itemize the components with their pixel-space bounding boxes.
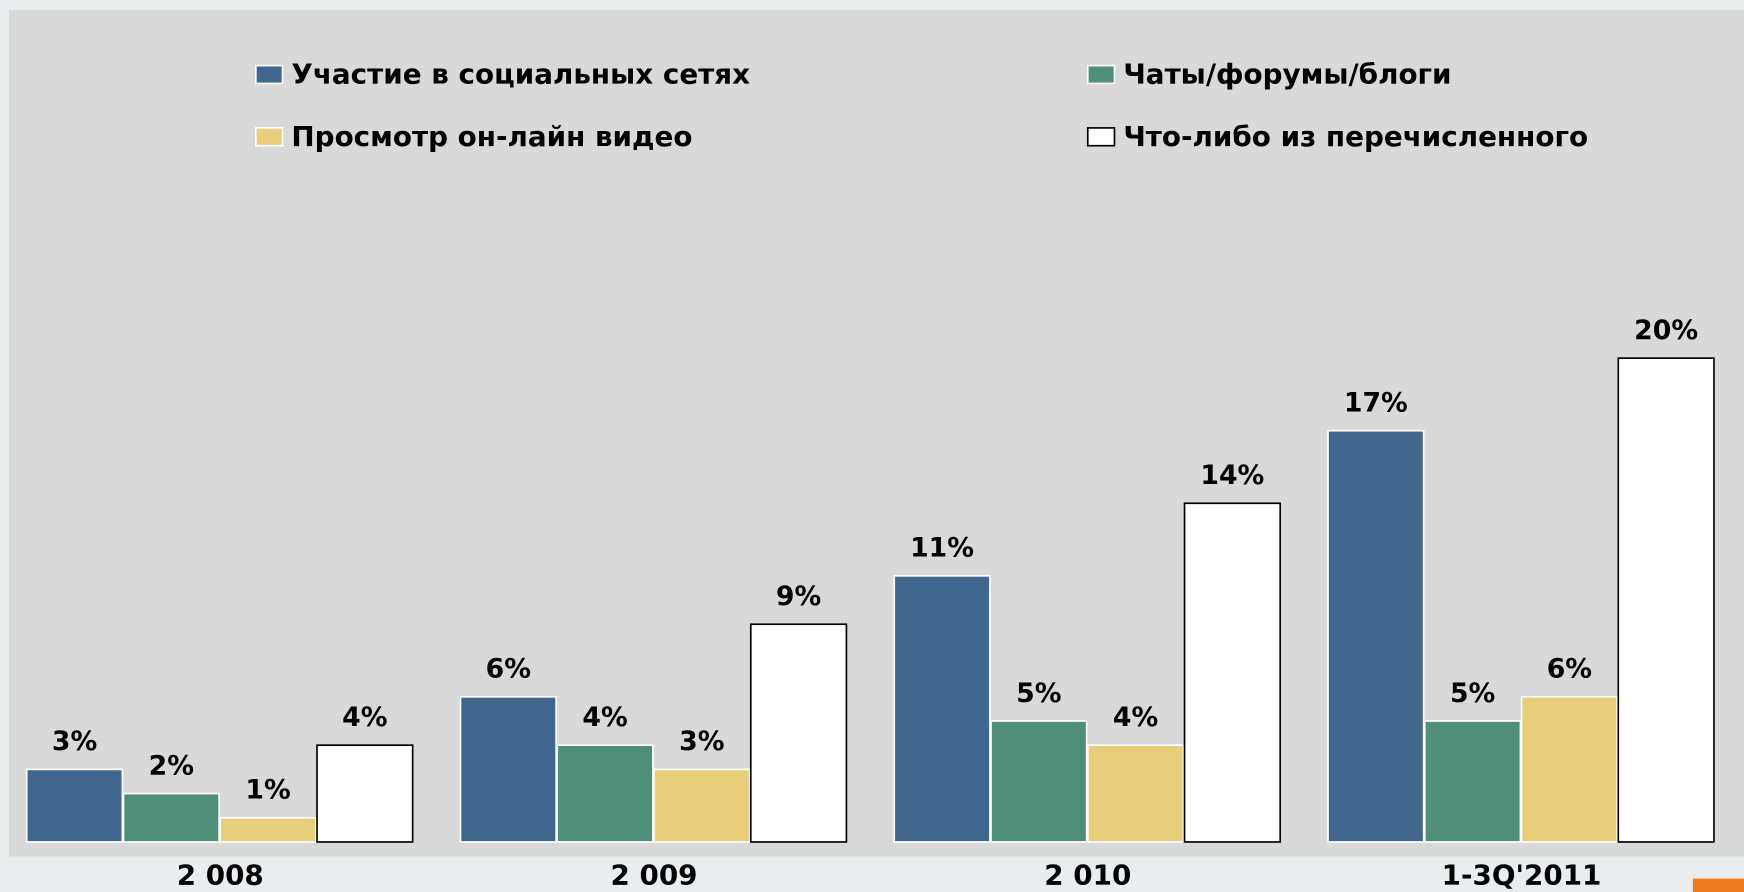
- data-label: 4%: [582, 702, 627, 733]
- bar: [219, 816, 317, 843]
- x-tick-label: 2 008: [177, 858, 264, 891]
- corner-accent: [1692, 878, 1744, 892]
- bar: [990, 720, 1088, 843]
- legend-label: Участие в социальных сетях: [291, 58, 750, 91]
- bar: [556, 744, 654, 843]
- bar: [749, 623, 848, 843]
- data-label: 4%: [342, 702, 387, 733]
- data-label: 11%: [910, 533, 974, 564]
- data-label: 20%: [1634, 315, 1698, 346]
- bar: [1520, 695, 1619, 843]
- legend-label: Чаты/форумы/блоги: [1123, 58, 1451, 91]
- bar: [653, 768, 751, 843]
- legend-swatch: [1086, 127, 1116, 147]
- data-label: 2%: [149, 750, 194, 781]
- bar: [1617, 357, 1715, 843]
- plot-area: [8, 10, 1744, 857]
- data-label: 17%: [1344, 388, 1408, 419]
- legend-swatch: [254, 127, 284, 147]
- x-tick-label: 2 010: [1044, 858, 1131, 891]
- data-label: 4%: [1113, 702, 1158, 733]
- data-label: 3%: [52, 726, 97, 757]
- legend-swatch: [254, 64, 284, 85]
- data-label: 5%: [1450, 678, 1495, 709]
- data-label: 5%: [1016, 678, 1061, 709]
- bar: [1086, 744, 1185, 843]
- bar: [316, 744, 414, 843]
- bar: [122, 792, 220, 843]
- legend-label: Что-либо из перечисленного: [1123, 120, 1588, 153]
- data-label: 6%: [1547, 654, 1592, 685]
- x-tick-label: 1-3Q'2011: [1442, 858, 1602, 891]
- bar: [459, 695, 557, 843]
- legend-swatch: [1086, 64, 1116, 85]
- data-label: 9%: [776, 581, 821, 612]
- bar: [1183, 502, 1282, 843]
- data-label: 3%: [679, 726, 724, 757]
- bar: [1423, 720, 1522, 843]
- data-label: 1%: [245, 775, 290, 806]
- data-label: 6%: [486, 654, 531, 685]
- bar: [1327, 429, 1425, 843]
- bar: [25, 768, 124, 843]
- data-label: 14%: [1200, 460, 1264, 491]
- x-tick-label: 2 009: [610, 858, 697, 891]
- legend-label: Просмотр он-лайн видео: [291, 120, 692, 153]
- bar: [893, 575, 991, 843]
